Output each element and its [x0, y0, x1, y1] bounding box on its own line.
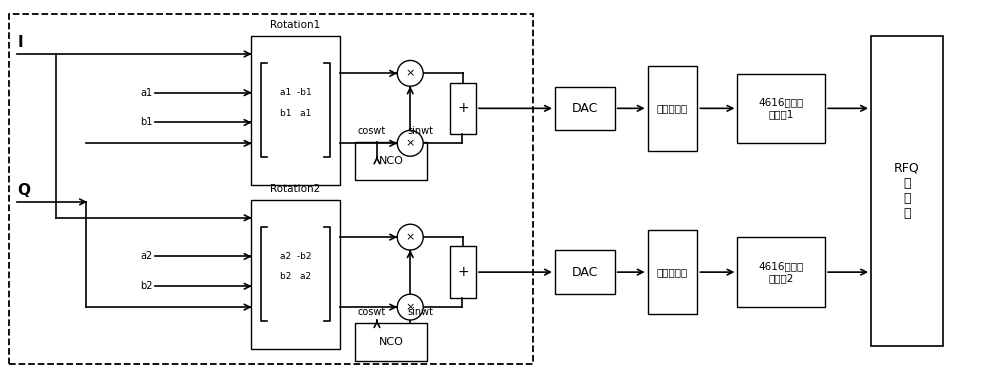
Text: DAC: DAC [572, 266, 598, 279]
Text: coswt: coswt [358, 307, 386, 317]
Text: RFQ
加
速
腔: RFQ 加 速 腔 [894, 162, 920, 220]
Text: 模拟上变频: 模拟上变频 [657, 267, 688, 277]
Text: coswt: coswt [358, 126, 386, 136]
Circle shape [397, 60, 423, 86]
Text: NCO: NCO [379, 337, 404, 347]
Text: 4616电子管
放大器2: 4616电子管 放大器2 [759, 261, 804, 283]
Text: a1  -b1

b1   a1: a1 -b1 b1 a1 [280, 88, 311, 117]
Text: a2  -b2

b2   a2: a2 -b2 b2 a2 [280, 252, 311, 281]
FancyBboxPatch shape [251, 36, 340, 185]
Text: ×: × [406, 232, 415, 242]
FancyBboxPatch shape [355, 323, 427, 361]
FancyBboxPatch shape [648, 230, 697, 314]
Text: +: + [457, 101, 469, 115]
Text: sinwt: sinwt [407, 307, 433, 317]
Text: ×: × [406, 68, 415, 78]
Text: +: + [457, 265, 469, 279]
Text: ×: × [406, 138, 415, 148]
Circle shape [397, 294, 423, 320]
FancyBboxPatch shape [737, 237, 825, 307]
FancyBboxPatch shape [648, 66, 697, 150]
Text: 模拟上变频: 模拟上变频 [657, 104, 688, 113]
Text: I: I [17, 35, 23, 50]
FancyBboxPatch shape [555, 250, 615, 294]
FancyBboxPatch shape [450, 246, 476, 298]
Text: ×: × [406, 302, 415, 312]
FancyBboxPatch shape [555, 87, 615, 130]
Text: 4616电子管
放大器1: 4616电子管 放大器1 [759, 98, 804, 119]
Text: a2: a2 [141, 252, 153, 261]
Text: Q: Q [17, 183, 30, 198]
Circle shape [397, 130, 423, 156]
FancyBboxPatch shape [871, 36, 943, 346]
Text: Rotation2: Rotation2 [270, 184, 321, 194]
Text: DAC: DAC [572, 102, 598, 115]
Text: sinwt: sinwt [407, 126, 433, 136]
Text: NCO: NCO [379, 156, 404, 166]
FancyBboxPatch shape [355, 142, 427, 180]
FancyBboxPatch shape [251, 200, 340, 349]
Text: b1: b1 [141, 117, 153, 128]
FancyBboxPatch shape [737, 74, 825, 143]
FancyBboxPatch shape [450, 82, 476, 134]
Text: a1: a1 [141, 88, 153, 98]
Circle shape [397, 224, 423, 250]
Text: Rotation1: Rotation1 [270, 20, 321, 30]
Text: b2: b2 [140, 281, 153, 291]
